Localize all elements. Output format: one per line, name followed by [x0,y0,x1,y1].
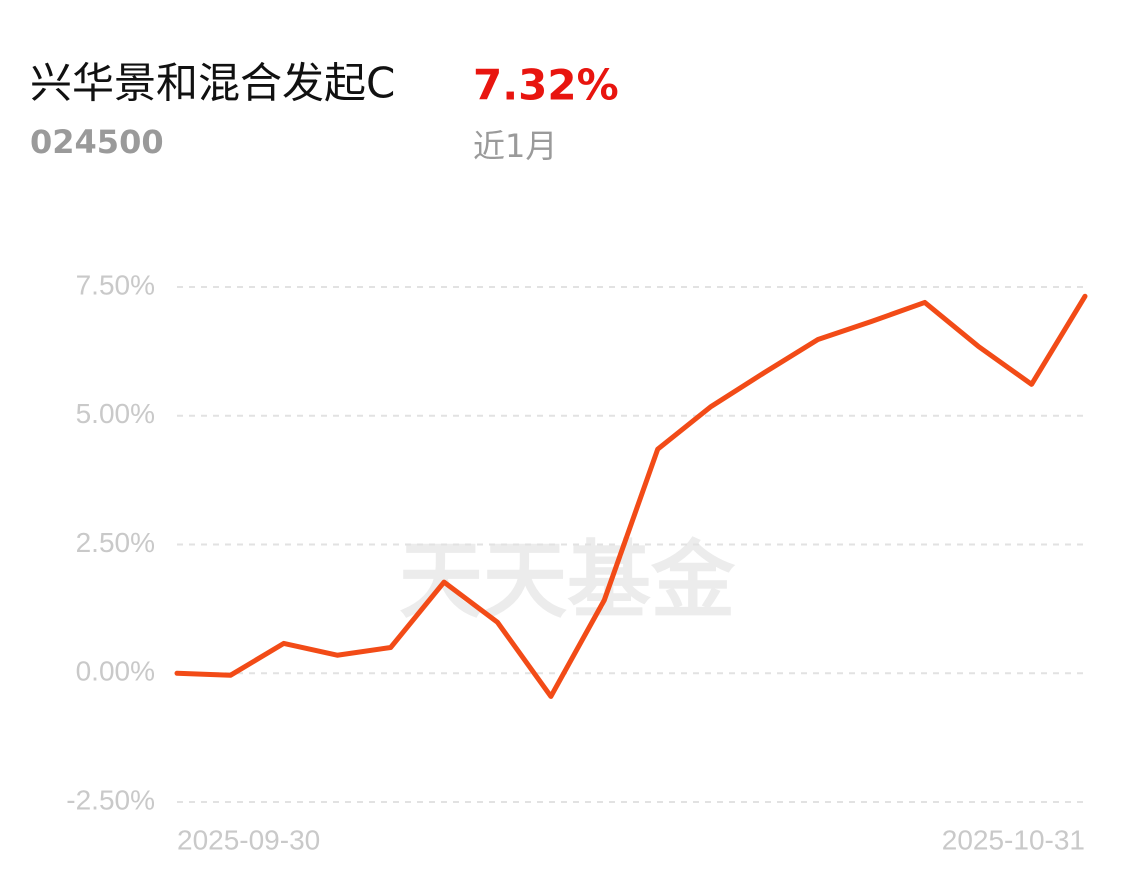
x-tick-label: 2025-10-31 [942,824,1085,855]
fund-code: 024500 [30,123,164,161]
y-tick-label: 5.00% [76,398,155,429]
fund-title: 兴华景和混合发起C [30,59,395,108]
x-tick-label: 2025-09-30 [177,824,320,855]
period-label: 近1月 [473,127,557,165]
y-tick-label: -2.50% [66,784,155,815]
line [174,293,1088,699]
fund-return: 7.32% [473,61,619,110]
y-tick-label: 7.50% [76,269,155,300]
y-tick-label: 0.00% [76,656,155,687]
watermark: 天天基金 [399,535,736,628]
y-tick-label: 2.50% [76,527,155,558]
